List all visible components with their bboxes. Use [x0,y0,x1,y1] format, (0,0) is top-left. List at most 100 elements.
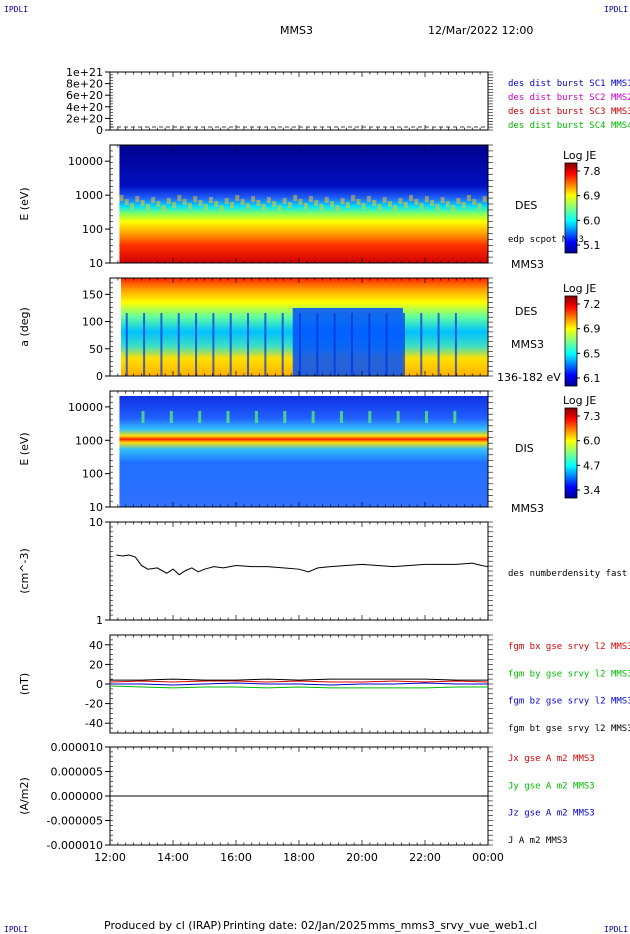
current-xtick-label: 12:00 [94,851,126,864]
des-energy-streak [409,195,414,201]
current-xtick-label: 16:00 [220,851,252,864]
des-energy-streak [419,203,424,209]
dis-energy-ytick-label: 100 [82,468,103,481]
des-energy-colorbar-title: Log JE [563,149,596,162]
corner-label-left: IPDLI [4,5,28,14]
dist-burst-ytick-label: 6e+20 [66,89,103,102]
dis-energy-ytick-label: 10 [89,501,103,514]
des-energy-streak [198,200,203,206]
des-energy-streak [156,201,161,207]
des-energy-streak [172,202,177,208]
des-energy-streak [466,195,471,201]
des-pitch-streak [420,313,423,376]
des-energy-streak [214,201,219,207]
des-energy-streak [187,203,192,209]
fgm-series-line-1 [109,680,489,683]
dis-energy-patch [396,411,400,423]
dist-burst-legend-3: des dist burst SC3 MMS3 [508,107,630,117]
fgm-legend-4: fgm bt gse srvy l2 MMS3 [508,724,630,734]
dis-energy-patch [169,411,173,423]
dis-energy-instrument: DIS [515,442,534,455]
des-pitch-streak [350,313,353,376]
corner-label-right: IPDLI [604,5,628,14]
fgm-ytick-label: 0 [96,678,103,691]
des-energy-streak [293,195,298,201]
fgm-series-line-2 [109,685,488,689]
des-energy-streak [256,200,261,206]
dist-burst-legend-1: des dist burst SC1 MMS1 [508,79,630,89]
corner-label-bottom-left: IPDLI [4,925,28,934]
des-pitch-ytick-label: 0 [96,370,103,383]
current-legend-2: Jy gse A m2 MMS3 [508,781,595,791]
des-pitch-streak [402,313,405,376]
des-energy-streak [366,196,371,202]
des-energy-streak [382,197,387,203]
fgm-legend-1: fgm bx gse srvy l2 MMS3 [508,642,630,652]
des-energy-streak [324,197,329,203]
density-ytick-label: 1 [96,614,103,627]
des-pitch-streak [368,313,371,376]
des-energy-streak [240,199,245,205]
des-energy-colorbar-label: 6.9 [583,190,601,203]
dis-energy-spectrogram [119,396,488,507]
des-energy-ytick-label: 10 [89,257,103,270]
des-energy-streak [377,204,382,210]
dis-energy-colorbar-label: 6.0 [583,435,601,448]
dist-burst-ytick-label: 2e+20 [66,112,103,125]
des-energy-colorbar-label: 6.0 [583,214,601,227]
dis-energy-patch [339,411,343,423]
dis-energy-patch [311,411,315,423]
des-energy-streak [193,196,198,202]
des-pitch-streak [316,313,319,376]
des-energy-streak [135,196,140,202]
dist-burst-ytick-label: 0 [96,124,103,137]
des-pitch-streak [143,313,146,376]
des-energy-streak [430,200,435,206]
des-energy-ytick-label: 10000 [68,155,103,168]
des-energy-streak [403,202,408,208]
des-energy-streak [219,205,224,211]
des-energy-streak [140,200,145,206]
des-energy-streak [224,198,229,204]
dis-energy-patch [425,411,428,423]
des-energy-streak [287,202,292,208]
des-energy-streak [356,199,361,205]
des-energy-streak [440,197,445,203]
des-energy-streak [482,196,487,202]
current-xtick-label: 22:00 [409,851,441,864]
des-energy-streak [282,198,287,204]
des-energy-streak [372,200,377,206]
des-energy-streak [424,196,429,202]
des-energy-streak [361,203,366,209]
des-pitch-streak [281,313,284,376]
density-ytick-label: 10 [89,516,103,529]
des-energy-streak [414,199,419,205]
des-pitch-colorbar-label: 6.9 [583,323,601,336]
des-pitch-streak [264,313,267,376]
fgm-ytick-label: -20 [85,698,103,711]
des-energy-streak [266,197,271,203]
current-ytick-label: 0.000010 [51,741,104,754]
des-energy-streak [398,198,403,204]
des-energy-overlay: edp scpot MMS3 [508,235,584,245]
des-energy-streak [230,202,235,208]
current-legend-4: J A m2 MMS3 [508,836,568,846]
des-energy-streak [456,198,461,204]
des-energy-streak [272,201,277,207]
des-energy-streak [298,199,303,205]
des-energy-streak [314,200,319,206]
des-pitch-ylabel: a (deg) [18,307,31,347]
dist-burst-frame [109,71,489,131]
des-pitch-streak [247,313,250,376]
des-pitch-streak [454,313,457,376]
dis-energy-ytick-label: 1000 [75,434,103,447]
dis-energy-patch [453,411,457,423]
footer-printing-date: Printing date: 02/Jan/2025 [223,919,367,932]
des-pitch-streak [212,313,215,376]
des-pitch-colorbar-label: 6.5 [583,347,601,360]
density-ylabel: (cm^-3) [18,548,31,594]
des-pitch-instrument: DES [515,305,537,318]
des-energy-streak [351,195,356,201]
footer-filename: mms_mms3_srvy_vue_web1.cl [368,919,537,932]
